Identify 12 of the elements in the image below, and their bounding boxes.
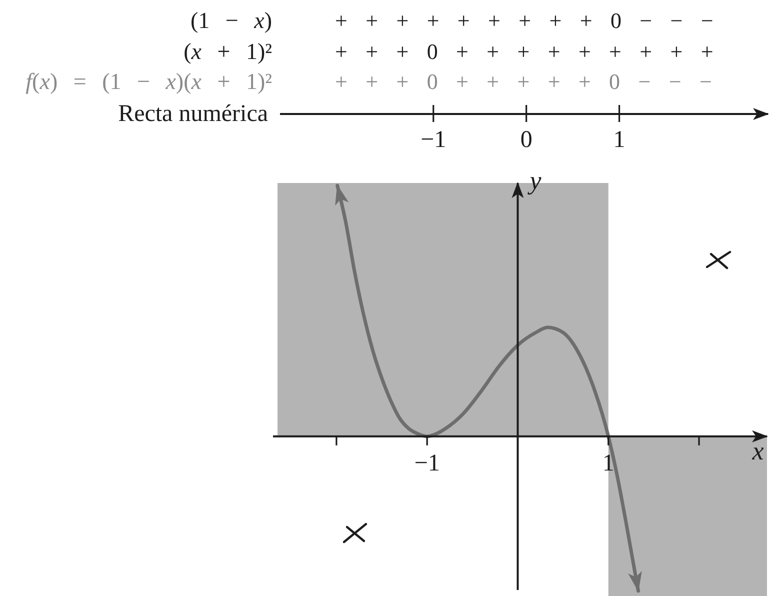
y-axis-title: y bbox=[526, 166, 542, 195]
text: (x + 1)² bbox=[184, 38, 272, 64]
x2-tick-label: −1 bbox=[420, 127, 446, 153]
text: + + + + + + + + + 0 − − − bbox=[335, 7, 714, 35]
x2-tick-label: 1 bbox=[613, 127, 626, 153]
text: + + + 0 + + + + + 0 − − − bbox=[335, 68, 712, 96]
text: + + + 0 + + + + + + + + + bbox=[335, 38, 714, 66]
x2-axis-title: Recta numérica bbox=[118, 101, 268, 127]
text: (1 − x) bbox=[190, 8, 272, 33]
x-axis-title: x bbox=[751, 436, 764, 466]
text: f(x) = (1 − x)(x + 1)² bbox=[26, 69, 272, 94]
x2-tick-label: 0 bbox=[520, 127, 532, 153]
